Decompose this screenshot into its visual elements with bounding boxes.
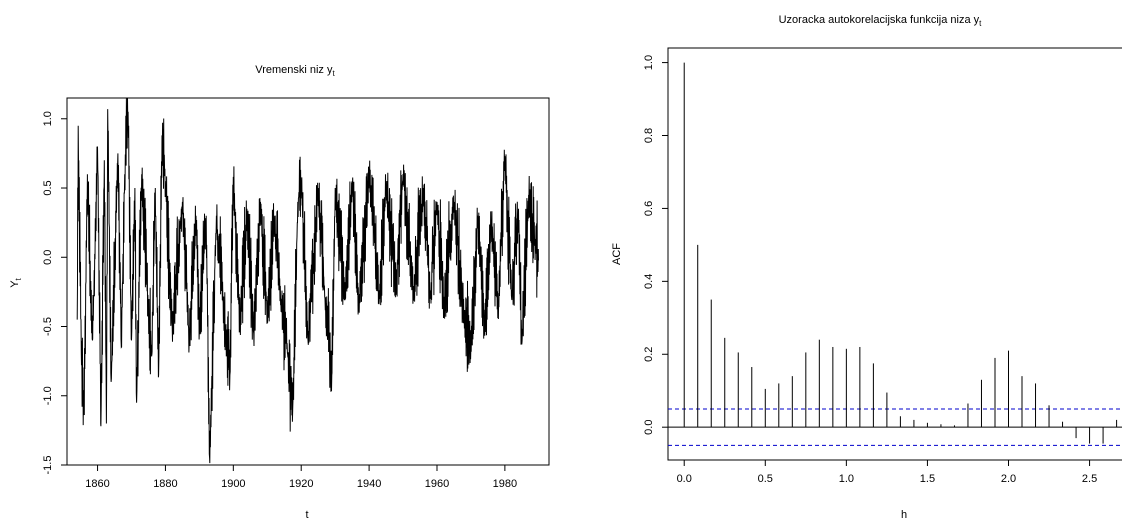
ts-y-tick-label: 0.5 [42,180,54,195]
acf-x-tick-label: 2.5 [1082,473,1097,485]
acf-x-tick-label: 2.0 [1001,473,1016,485]
acf-x-axis-label: h [901,509,907,521]
acf-y-axis: 0.0 0.2 0.4 0.6 0.8 1.0 [643,55,668,435]
ts-y-tick-label: 1.0 [42,111,54,126]
acf-y-tick-label: 0.0 [643,420,655,435]
ts-x-tick-label: 1900 [221,478,245,490]
acf-y-tick-label: 0.6 [643,201,655,216]
acf-y-tick-label: 1.0 [643,55,655,70]
acf-x-axis: 0.0 0.5 1.0 1.5 2.0 2.5 [677,460,1097,485]
ts-x-tick-label: 1940 [357,478,381,490]
ts-series-line [76,97,539,464]
acf-x-tick-label: 1.5 [920,473,935,485]
acf-y-tick-label: 0.2 [643,347,655,362]
ts-title: Vremenski niz yt [255,64,335,78]
ts-y-tick-label: -0.5 [42,317,54,336]
acf-x-tick-label: 1.0 [839,473,854,485]
ts-y-tick-label: 0.0 [42,250,54,265]
acf-y-tick-label: 0.4 [643,274,655,289]
ts-plot-frame [66,97,550,466]
acf-bars [683,62,1118,444]
ts-x-tick-label: 1880 [153,478,177,490]
acf-y-axis-label: ACF [611,243,623,265]
ts-x-axis-label: t [305,509,308,521]
ts-y-tick-label: -1.0 [42,386,54,405]
ts-x-axis: 1860 1880 1900 1920 1940 1960 1980 [85,465,517,490]
ts-x-tick-label: 1960 [425,478,449,490]
ts-y-axis: -1.5 -1.0 -0.5 0.0 0.5 1.0 [42,111,67,474]
acf-x-tick-label: 0.5 [758,473,773,485]
time-series-chart: Vremenski niz yt 1860 1880 1900 1920 1940 196… [9,64,550,521]
ts-y-tick-label: -1.5 [42,456,54,475]
ts-x-tick-label: 1860 [85,478,109,490]
acf-title: Uzoracka autokorelacijska funkcija niza … [779,14,983,28]
acf-y-tick-label: 0.8 [643,128,655,143]
acf-x-tick-label: 0.0 [677,473,692,485]
acf-plot-frame [667,47,1122,461]
ts-y-axis-label: Yt [9,277,23,287]
ts-x-tick-label: 1920 [289,478,313,490]
acf-chart: Uzoracka autokorelacijska funkcija niza … [611,14,1122,521]
ts-x-tick-label: 1980 [493,478,517,490]
